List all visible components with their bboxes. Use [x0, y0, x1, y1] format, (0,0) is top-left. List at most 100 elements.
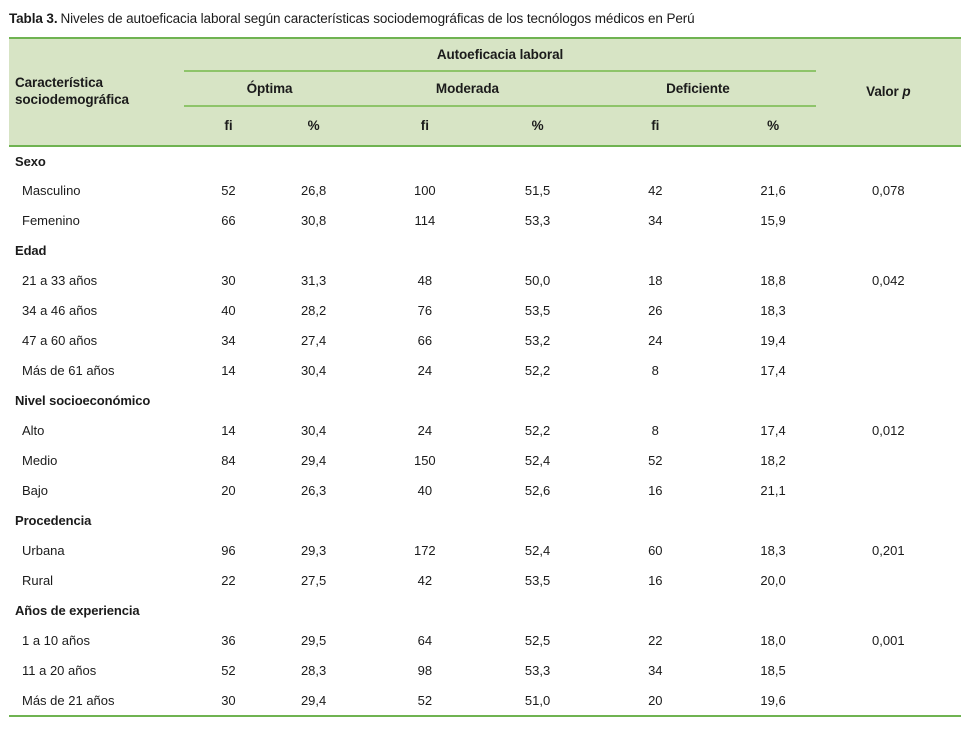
row-label: 1 a 10 años [9, 625, 185, 656]
table-row: Rural 22 27,5 42 53,5 16 20,0 [9, 565, 961, 596]
value-cell: 26,3 [272, 475, 355, 506]
table-row: Urbana 96 29,3 172 52,4 60 18,3 0,201 [9, 535, 961, 566]
value-cell: 18,8 [730, 265, 816, 296]
row-label: Más de 61 años [9, 355, 185, 386]
value-cell: 29,4 [272, 445, 355, 476]
row-label: Masculino [9, 175, 185, 206]
p-value-cell: 0,001 [815, 625, 961, 656]
value-cell: 26 [580, 295, 731, 326]
value-cell: 40 [354, 475, 495, 506]
value-cell: 8 [580, 355, 731, 386]
value-cell: 16 [580, 475, 731, 506]
table-row: Más de 21 años 30 29,4 52 51,0 20 19,6 [9, 685, 961, 717]
table-row: 11 a 20 años 52 28,3 98 53,3 34 18,5 [9, 655, 961, 686]
header-row-span: Característica sociodemográfica Autoefic… [9, 37, 961, 146]
table-row: Más de 61 años 14 30,4 24 52,2 8 17,4 [9, 355, 961, 386]
value-cell: 42 [354, 565, 495, 596]
value-cell: 76 [354, 295, 495, 326]
value-cell: 18,3 [730, 295, 816, 326]
table-row: Femenino 66 30,8 114 53,3 34 15,9 [9, 205, 961, 236]
value-cell: 52 [184, 655, 273, 686]
value-cell: 50,0 [494, 265, 581, 296]
table-row: 1 a 10 años 36 29,5 64 52,5 22 18,0 0,001 [9, 625, 961, 656]
value-cell: 24 [354, 415, 495, 446]
section-row: Edad [9, 235, 961, 266]
value-cell: 31,3 [272, 265, 355, 296]
value-cell: 18,5 [730, 655, 816, 686]
value-cell: 29,3 [272, 535, 355, 566]
table-row: Alto 14 30,4 24 52,2 8 17,4 0,012 [9, 415, 961, 446]
table-caption: Tabla 3. Niveles de autoeficacia laboral … [9, 10, 961, 28]
col-header-fi-optima: fi [184, 105, 273, 146]
value-cell: 53,3 [494, 205, 581, 236]
p-value-cell [815, 445, 961, 476]
row-label: Urbana [9, 535, 185, 566]
value-cell: 64 [354, 625, 495, 656]
valor-p-italic: p [902, 84, 911, 100]
value-cell: 53,5 [494, 295, 581, 326]
value-cell: 14 [184, 355, 273, 386]
value-cell: 28,3 [272, 655, 355, 686]
value-cell: 84 [184, 445, 273, 476]
value-cell: 22 [184, 565, 273, 596]
value-cell: 53,3 [494, 655, 581, 686]
p-value-cell: 0,042 [815, 265, 961, 296]
col-header-pct-optima: % [272, 105, 355, 146]
col-header-characteristic: Característica sociodemográfica [9, 37, 185, 146]
p-value-cell [815, 205, 961, 236]
value-cell: 150 [354, 445, 495, 476]
col-header-deficiente: Deficiente [580, 70, 816, 107]
value-cell: 52,4 [494, 535, 581, 566]
value-cell: 42 [580, 175, 731, 206]
value-cell: 18,0 [730, 625, 816, 656]
value-cell: 48 [354, 265, 495, 296]
p-value-cell [815, 475, 961, 506]
value-cell: 18,3 [730, 535, 816, 566]
table-row: Bajo 20 26,3 40 52,6 16 21,1 [9, 475, 961, 506]
row-label: 34 a 46 años [9, 295, 185, 326]
col-header-autoeficacia: Autoeficacia laboral [184, 37, 816, 72]
section-label: Sexo [9, 144, 961, 176]
value-cell: 20,0 [730, 565, 816, 596]
table-row: 34 a 46 años 40 28,2 76 53,5 26 18,3 [9, 295, 961, 326]
value-cell: 36 [184, 625, 273, 656]
value-cell: 52,5 [494, 625, 581, 656]
row-label: Alto [9, 415, 185, 446]
section-label: Años de experiencia [9, 595, 961, 626]
value-cell: 52,4 [494, 445, 581, 476]
col-header-fi-moderada: fi [354, 105, 495, 146]
value-cell: 29,5 [272, 625, 355, 656]
section-row: Sexo [9, 144, 961, 176]
value-cell: 34 [580, 205, 731, 236]
value-cell: 28,2 [272, 295, 355, 326]
col-header-optima: Óptima [184, 70, 355, 107]
value-cell: 20 [580, 685, 731, 717]
value-cell: 114 [354, 205, 495, 236]
value-cell: 30,4 [272, 355, 355, 386]
value-cell: 172 [354, 535, 495, 566]
value-cell: 34 [580, 655, 731, 686]
table-row: Medio 84 29,4 150 52,4 52 18,2 [9, 445, 961, 476]
value-cell: 52 [580, 445, 731, 476]
value-cell: 30 [184, 265, 273, 296]
col-header-valor-p: Valor p [815, 37, 961, 146]
value-cell: 40 [184, 295, 273, 326]
p-value-cell: 0,201 [815, 535, 961, 566]
value-cell: 52,2 [494, 355, 581, 386]
p-value-cell [815, 295, 961, 326]
p-value-cell [815, 655, 961, 686]
row-label: Femenino [9, 205, 185, 236]
valor-label: Valor [866, 84, 903, 100]
p-value-cell: 0,012 [815, 415, 961, 446]
value-cell: 14 [184, 415, 273, 446]
value-cell: 53,2 [494, 325, 581, 356]
p-value-cell [815, 355, 961, 386]
value-cell: 52,6 [494, 475, 581, 506]
p-value-cell [815, 685, 961, 717]
value-cell: 24 [580, 325, 731, 356]
data-table: Característica sociodemográfica Autoefic… [9, 36, 961, 717]
value-cell: 21,6 [730, 175, 816, 206]
value-cell: 66 [354, 325, 495, 356]
value-cell: 52 [184, 175, 273, 206]
